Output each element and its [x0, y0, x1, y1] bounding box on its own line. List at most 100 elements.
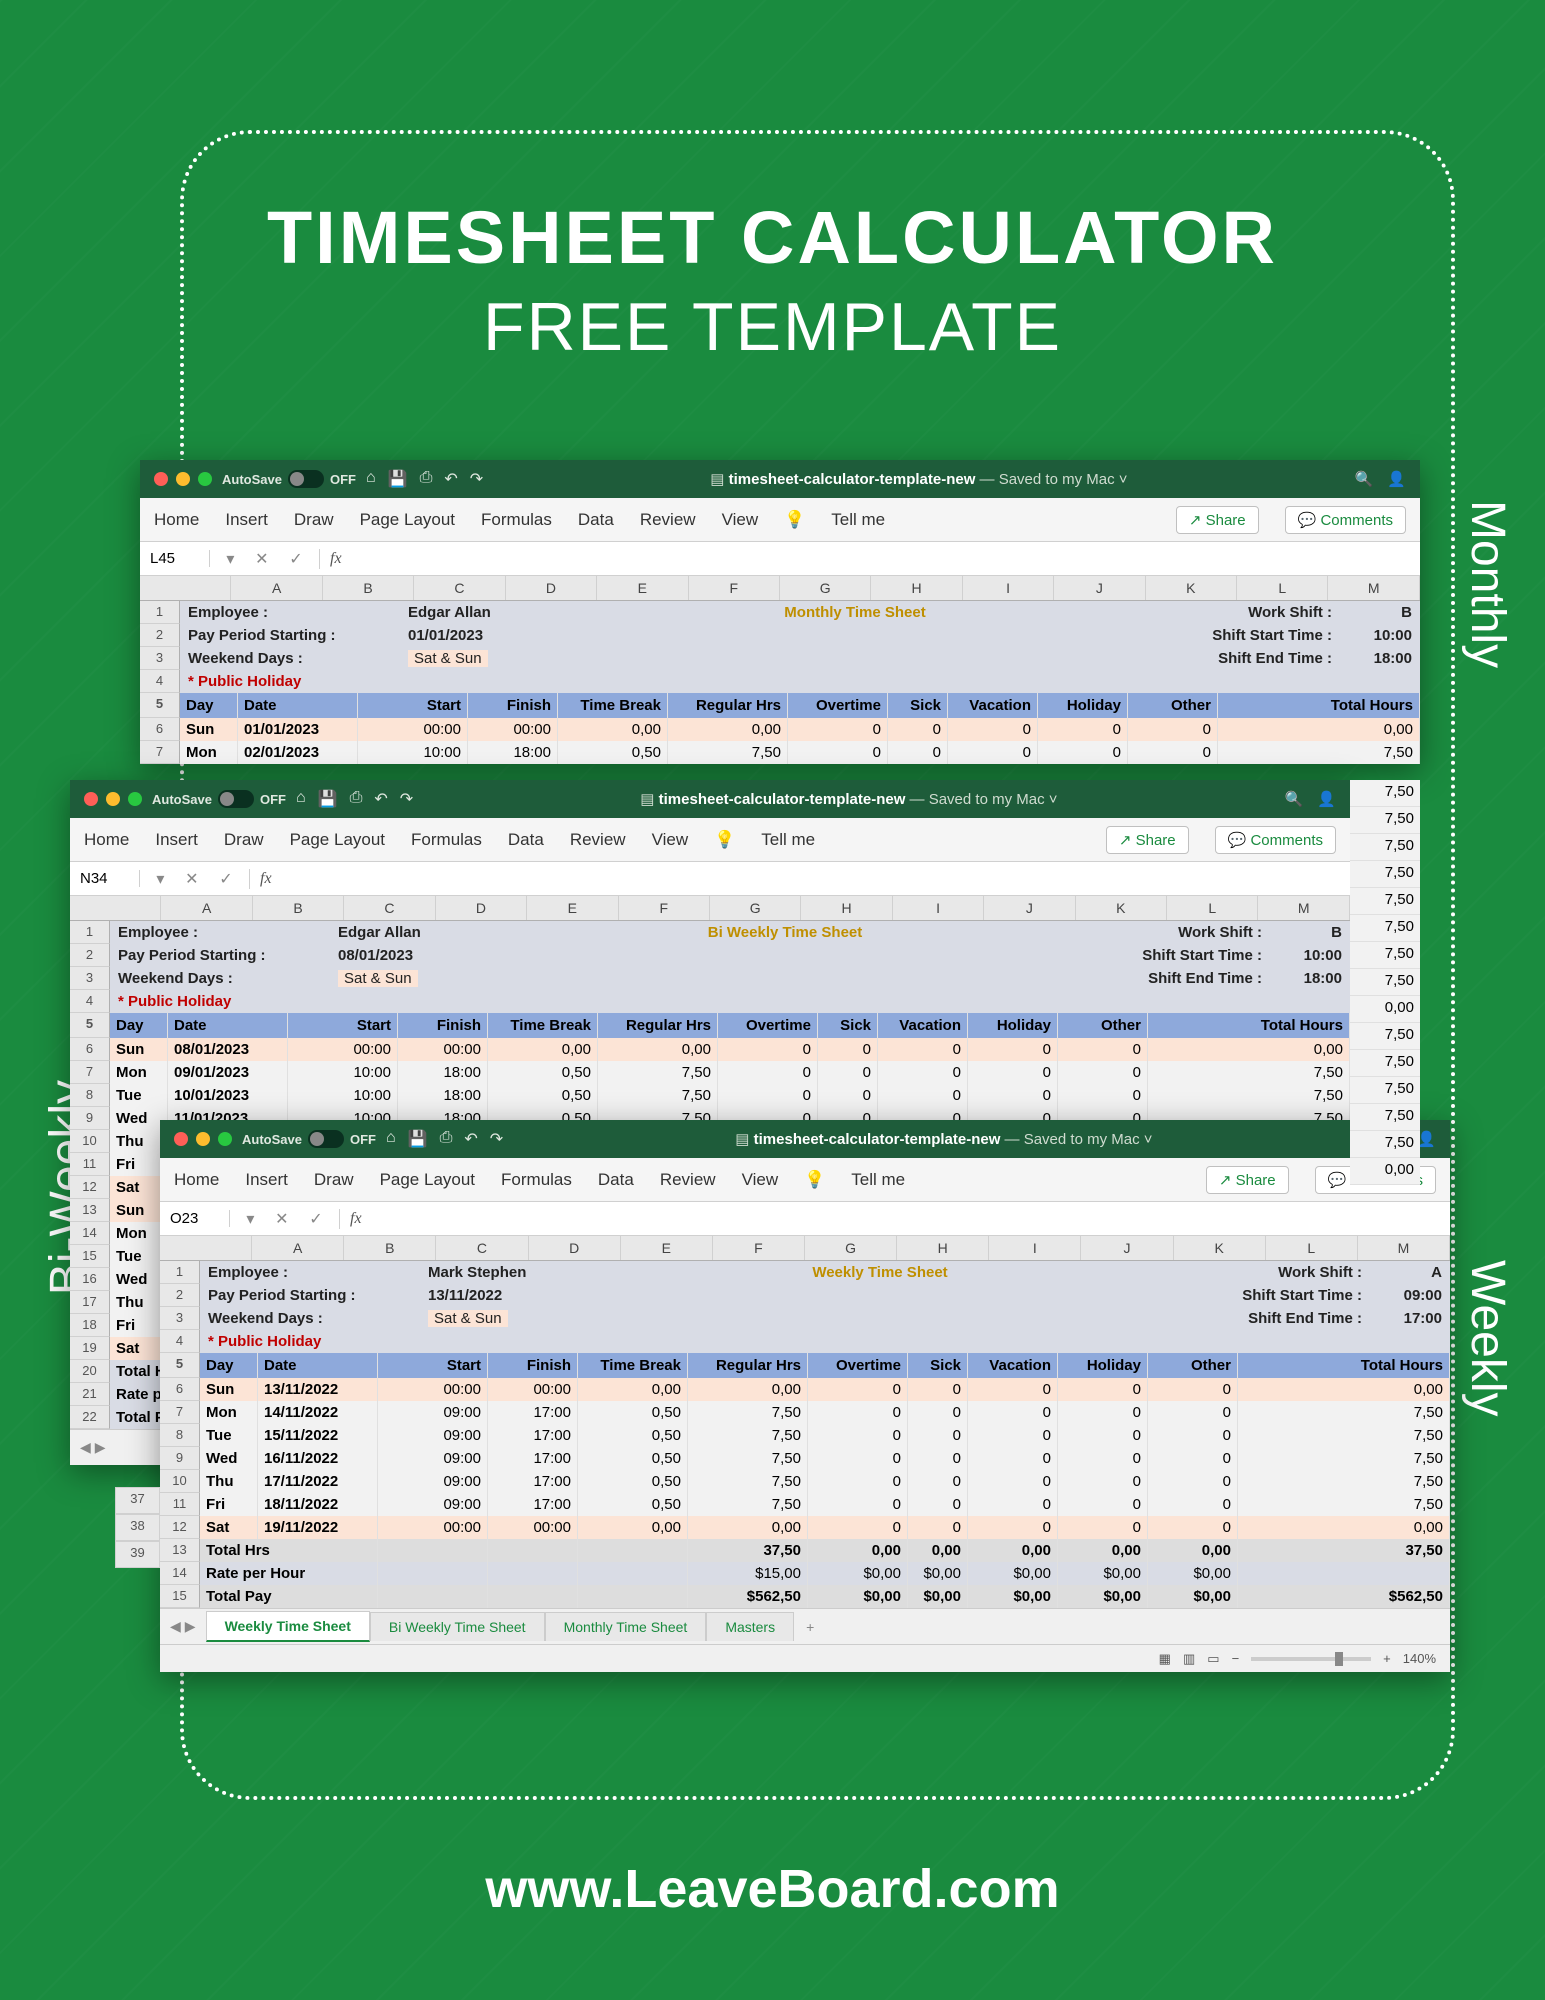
comments-button[interactable]: 💬 Comments [1215, 826, 1336, 854]
column-header[interactable]: G [710, 896, 801, 920]
toggle-icon[interactable] [288, 470, 324, 488]
row-header[interactable]: 22 [70, 1406, 110, 1429]
tellme-label[interactable]: Tell me [761, 830, 815, 850]
toggle-icon[interactable] [308, 1130, 344, 1148]
period-value[interactable]: 01/01/2023 [408, 627, 558, 644]
row-header[interactable]: 6 [160, 1378, 200, 1401]
row-header[interactable]: 19 [70, 1337, 110, 1360]
table-row[interactable]: 7 Mon14/11/2022 09:0017:00 0,507,50 00 0… [160, 1401, 1450, 1424]
row-header[interactable]: 5 [140, 693, 180, 718]
table-row[interactable]: 7 Mon09/01/2023 10:0018:00 0,507,50 00 0… [70, 1061, 1350, 1084]
add-sheet-button[interactable]: + [794, 1615, 826, 1639]
row-header[interactable]: 7 [140, 741, 180, 764]
user-icon[interactable]: 👤 [1417, 1130, 1436, 1148]
select-all-corner[interactable] [160, 1236, 252, 1260]
row-header[interactable]: 12 [70, 1176, 110, 1199]
column-header[interactable]: J [984, 896, 1075, 920]
undo-icon[interactable]: ↶ [374, 789, 387, 809]
row-header[interactable]: 20 [70, 1360, 110, 1383]
column-header[interactable]: E [527, 896, 618, 920]
ribbon-tab-review[interactable]: Review [660, 1170, 716, 1190]
tab-nav[interactable]: ◀▶ [170, 1618, 206, 1635]
row-header[interactable]: 10 [70, 1130, 110, 1153]
column-header[interactable]: G [780, 576, 871, 600]
autosave-toggle[interactable]: AutoSave OFF [152, 790, 286, 808]
ribbon-tab-view[interactable]: View [722, 510, 759, 530]
column-header[interactable]: E [621, 1236, 713, 1260]
comments-button[interactable]: 💬 Comments [1285, 506, 1406, 534]
row-header[interactable]: 7 [160, 1401, 200, 1424]
column-header[interactable]: C [436, 1236, 528, 1260]
cancel-icon[interactable]: ✕ [275, 1209, 288, 1229]
ribbon-tab-insert[interactable]: Insert [245, 1170, 288, 1190]
tab-biweekly[interactable]: Bi Weekly Time Sheet [370, 1612, 545, 1641]
view-layout-icon[interactable]: ▥ [1183, 1651, 1195, 1667]
column-header[interactable]: C [414, 576, 505, 600]
redo-icon[interactable]: ↷ [490, 1129, 503, 1149]
ribbon-tab-formulas[interactable]: Formulas [411, 830, 482, 850]
home-icon[interactable]: ⌂ [296, 789, 306, 809]
row-header[interactable]: 4 [70, 990, 110, 1013]
print-icon[interactable]: ⎙ [420, 469, 433, 489]
view-break-icon[interactable]: ▭ [1207, 1651, 1219, 1667]
ribbon-tab-draw[interactable]: Draw [294, 510, 334, 530]
column-header[interactable]: B [344, 1236, 436, 1260]
undo-icon[interactable]: ↶ [464, 1129, 477, 1149]
zoom-slider[interactable] [1251, 1657, 1371, 1661]
table-row[interactable]: 6 Sun13/11/2022 00:0000:00 0,000,00 00 0… [160, 1378, 1450, 1401]
row-header[interactable]: 8 [70, 1084, 110, 1107]
column-header[interactable]: E [597, 576, 688, 600]
ribbon-tab-page-layout[interactable]: Page Layout [360, 510, 455, 530]
confirm-icon[interactable]: ✓ [289, 549, 302, 569]
quick-access-toolbar[interactable]: ⌂ 💾 ⎙ ↶ ↷ [296, 789, 413, 809]
cancel-icon[interactable]: ✕ [185, 869, 198, 889]
window-controls[interactable] [84, 792, 142, 806]
select-all-corner[interactable] [70, 896, 161, 920]
tab-weekly[interactable]: Weekly Time Sheet [206, 1611, 370, 1642]
quick-access-toolbar[interactable]: ⌂ 💾 ⎙ ↶ ↷ [386, 1129, 503, 1149]
shift-value[interactable]: B [1262, 924, 1342, 941]
column-header[interactable]: L [1237, 576, 1328, 600]
name-box[interactable]: O23 [160, 1210, 230, 1227]
table-row[interactable]: 6 Sun08/01/2023 00:0000:00 0,000,00 00 0… [70, 1038, 1350, 1061]
ribbon-tab-insert[interactable]: Insert [155, 830, 198, 850]
row-header[interactable]: 14 [70, 1222, 110, 1245]
redo-icon[interactable]: ↷ [470, 469, 483, 489]
row-header[interactable]: 10 [160, 1470, 200, 1493]
shift-value[interactable]: B [1332, 604, 1412, 621]
autosave-toggle[interactable]: AutoSave OFF [222, 470, 356, 488]
share-button[interactable]: ↗ Share [1106, 826, 1189, 854]
minimize-icon[interactable] [106, 792, 120, 806]
column-header[interactable]: C [344, 896, 435, 920]
save-icon[interactable]: 💾 [318, 789, 338, 809]
ribbon-tab-page-layout[interactable]: Page Layout [380, 1170, 475, 1190]
row-header[interactable]: 2 [70, 944, 110, 967]
close-icon[interactable] [174, 1132, 188, 1146]
ribbon-tab-view[interactable]: View [742, 1170, 779, 1190]
tellme-icon[interactable]: 💡 [784, 510, 805, 530]
column-header[interactable]: K [1174, 1236, 1266, 1260]
ribbon-tab-data[interactable]: Data [598, 1170, 634, 1190]
ribbon-tab-review[interactable]: Review [570, 830, 626, 850]
table-row[interactable]: 6 Sun01/01/2023 00:0000:00 0,000,00 00 0… [140, 718, 1420, 741]
toggle-icon[interactable] [218, 790, 254, 808]
row-header[interactable]: 11 [70, 1153, 110, 1176]
row-header[interactable]: 1 [160, 1261, 200, 1284]
table-row[interactable]: 10 Thu17/11/2022 09:0017:00 0,507,50 00 … [160, 1470, 1450, 1493]
ribbon-tab-view[interactable]: View [652, 830, 689, 850]
maximize-icon[interactable] [198, 472, 212, 486]
table-row[interactable]: 7 Mon02/01/2023 10:0018:00 0,507,50 00 0… [140, 741, 1420, 764]
home-icon[interactable]: ⌂ [386, 1129, 396, 1149]
row-header[interactable]: 12 [160, 1516, 200, 1539]
column-header[interactable]: M [1258, 896, 1349, 920]
print-icon[interactable]: ⎙ [440, 1129, 453, 1149]
autosave-toggle[interactable]: AutoSave OFF [242, 1130, 376, 1148]
window-controls[interactable] [154, 472, 212, 486]
minimize-icon[interactable] [176, 472, 190, 486]
shift-end-value[interactable]: 18:00 [1262, 970, 1342, 987]
row-header[interactable]: 3 [140, 647, 180, 670]
zoom-in-icon[interactable]: + [1383, 1651, 1391, 1666]
column-header[interactable]: K [1146, 576, 1237, 600]
row-header[interactable]: 5 [160, 1353, 200, 1378]
window-controls[interactable] [174, 1132, 232, 1146]
